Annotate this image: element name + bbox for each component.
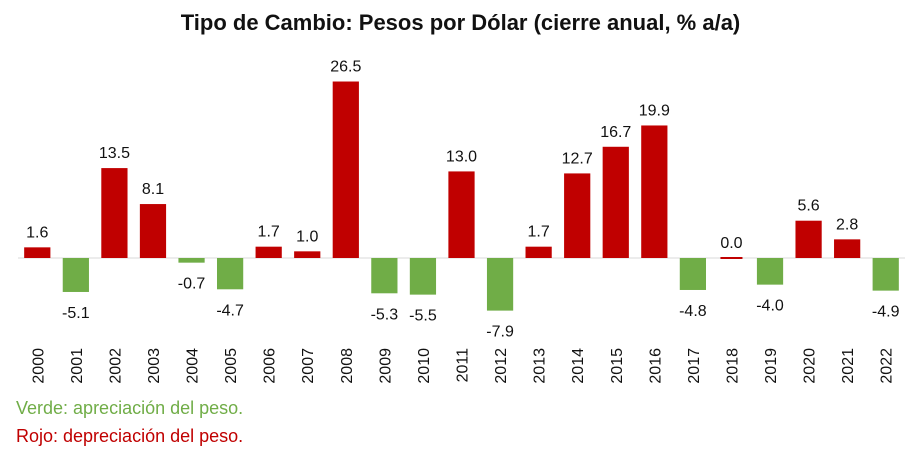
year-label-2000: 2000 <box>30 348 47 384</box>
data-label-2022: -4.9 <box>872 304 900 321</box>
bar-2007 <box>294 251 321 258</box>
data-label-2021: 2.8 <box>836 216 858 233</box>
bar-2008 <box>332 81 359 258</box>
data-label-2018: 0.0 <box>720 235 742 252</box>
year-label-2016: 2016 <box>647 348 664 384</box>
data-label-2008: 26.5 <box>330 59 361 76</box>
data-label-2004: -0.7 <box>178 276 206 293</box>
year-label-2001: 2001 <box>69 348 86 384</box>
data-label-2017: -4.8 <box>679 303 707 320</box>
bar-2012 <box>486 258 514 311</box>
year-label-2013: 2013 <box>532 348 549 384</box>
data-label-2019: -4.0 <box>756 298 784 315</box>
year-label-2002: 2002 <box>107 348 124 384</box>
bar-2004 <box>178 258 205 263</box>
data-label-2015: 16.7 <box>600 124 631 141</box>
bar-2022 <box>872 258 899 291</box>
data-label-2007: 1.0 <box>296 228 318 245</box>
year-label-2019: 2019 <box>763 348 780 384</box>
bar-2019 <box>756 258 784 285</box>
bar-2011 <box>448 171 475 258</box>
legend-red-note: Rojo: depreciación del peso. <box>16 426 244 446</box>
year-label-2012: 2012 <box>493 348 510 384</box>
bar-2003 <box>139 204 167 258</box>
data-label-2003: 8.1 <box>142 181 164 198</box>
year-label-2003: 2003 <box>146 348 163 384</box>
bar-2014 <box>564 173 591 258</box>
data-label-2002: 13.5 <box>99 145 130 162</box>
year-label-2011: 2011 <box>455 348 472 383</box>
data-label-2010: -5.5 <box>409 308 437 325</box>
data-label-2001: -5.1 <box>62 305 90 322</box>
bar-2002 <box>101 168 128 258</box>
data-label-2006: 1.7 <box>258 224 280 241</box>
year-label-2018: 2018 <box>724 348 741 384</box>
year-label-2014: 2014 <box>570 348 587 384</box>
data-label-2011: 13.0 <box>446 148 477 165</box>
bar-chart: 1.6 2000 -5.1 2001 13.5 2002 8.1 2003 -0.7 2004 -4… <box>18 59 905 384</box>
bar-2021 <box>834 239 861 258</box>
year-label-2017: 2017 <box>686 348 703 384</box>
year-label-2015: 2015 <box>609 348 626 384</box>
bar-2009 <box>371 258 398 294</box>
year-label-2010: 2010 <box>416 348 433 384</box>
data-label-2012: -7.9 <box>486 324 514 341</box>
bar-2018 <box>720 257 743 259</box>
bar-2006 <box>255 246 282 258</box>
year-label-2008: 2008 <box>339 348 356 384</box>
bar-2001 <box>62 258 89 292</box>
data-label-2014: 12.7 <box>562 150 593 167</box>
chart-title: Tipo de Cambio: Pesos por Dólar (cierre … <box>180 10 741 35</box>
data-label-2016: 19.9 <box>639 102 670 119</box>
year-label-2022: 2022 <box>879 348 896 384</box>
bar-2010 <box>409 258 437 295</box>
bar-2005 <box>216 258 244 290</box>
bar-2000 <box>24 247 51 258</box>
year-label-2005: 2005 <box>223 348 240 384</box>
data-label-2020: 5.6 <box>797 198 819 215</box>
data-label-2013: 1.7 <box>528 224 550 241</box>
year-label-2004: 2004 <box>185 348 202 384</box>
year-label-2009: 2009 <box>377 348 394 384</box>
data-label-2005: -4.7 <box>216 302 244 319</box>
legend-green-note: Verde: apreciación del peso. <box>16 398 244 418</box>
bar-2020 <box>795 220 822 258</box>
bar-2013 <box>525 246 552 258</box>
bar-2015 <box>602 146 629 258</box>
bar-2017 <box>679 258 707 290</box>
data-label-2000: 1.6 <box>26 224 48 241</box>
data-label-2009: -5.3 <box>371 306 399 323</box>
year-label-2020: 2020 <box>802 348 819 384</box>
year-label-2007: 2007 <box>300 348 317 384</box>
bar-2016 <box>641 125 668 258</box>
year-label-2021: 2021 <box>840 348 857 384</box>
year-label-2006: 2006 <box>262 348 279 384</box>
